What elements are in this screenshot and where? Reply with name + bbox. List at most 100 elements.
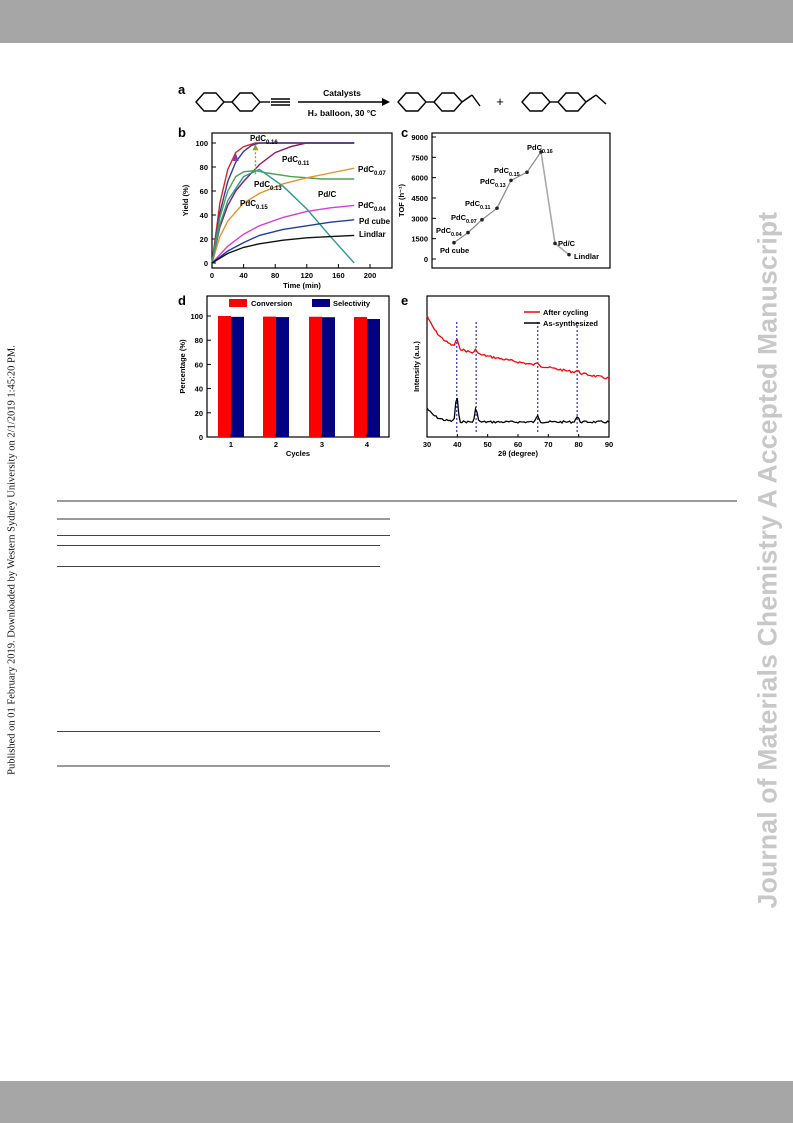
series-line-7	[211, 219, 355, 264]
alkane-product-molecule	[521, 92, 607, 112]
series-label-3: PdC0.15	[240, 199, 268, 211]
series-label-7: Pd cube	[359, 217, 391, 226]
x-tick-label: 80	[271, 271, 279, 280]
xrd-as-synthesized-line	[426, 397, 610, 425]
series-label-6: PdC0.04	[358, 201, 386, 213]
tof-point-6	[539, 150, 543, 154]
x-tick-label: 40	[453, 440, 461, 449]
legend-label-selectivity: Selectivity	[333, 299, 371, 308]
bar-conversion-2	[263, 316, 276, 437]
panel-d-cycling-chart: 0 20 40 60 80 100 Percentage (%) 1 2 3 4 Cycles Conv…	[178, 295, 390, 458]
tof-label-6: PdC0.16	[527, 143, 553, 155]
tof-label-5: PdC0.15	[494, 166, 520, 178]
tof-label-0: Pd cube	[440, 246, 469, 255]
y-tick-label: 0	[424, 255, 428, 264]
y-tick-label: 40	[195, 385, 203, 394]
arrow-bottom-label: H₂ balloon, 30 °C	[308, 108, 377, 118]
panel-c-tof-chart: 0 1500 3000 4500 6000 7500 9000 TOF (h⁻¹) Pd cub…	[397, 132, 611, 269]
x-tick-label: 160	[332, 271, 345, 280]
series-label-5: Pd/C	[318, 190, 336, 199]
legend-label-after-cycling: After cycling	[543, 308, 589, 317]
bar-conversion-1	[218, 316, 231, 437]
panel-d-letter: d	[178, 293, 186, 308]
series-line-2	[211, 142, 355, 264]
series-label-2: PdC0.13	[254, 180, 282, 192]
y-tick-label: 100	[195, 139, 208, 148]
bar-selectivity-2	[276, 317, 289, 437]
alkene-product-molecule	[397, 92, 481, 112]
x-tick-label: 0	[210, 271, 214, 280]
x-tick-label: 3	[320, 440, 324, 449]
table-rule-2	[57, 535, 390, 536]
tof-label-8: Lindlar	[574, 252, 599, 261]
bar-conversion-4	[354, 316, 367, 437]
panel-a-reaction-scheme: a Catalysts H₂ balloon, 30 °C +	[178, 82, 607, 118]
legend-label-as-synthesized: As-synthesized	[543, 319, 598, 328]
panel-e-letter: e	[401, 293, 408, 308]
tof-point-4	[509, 178, 513, 183]
y-tick-label: 20	[195, 409, 203, 418]
y-axis-label: Percentage (%)	[178, 339, 187, 394]
y-tick-label: 60	[200, 187, 208, 196]
table-bottom-rule	[57, 765, 390, 767]
table-rule-5	[57, 731, 380, 732]
bar-selectivity-1	[231, 316, 244, 437]
panel-c-frame	[431, 132, 611, 269]
tof-point-1	[466, 230, 470, 235]
arrow-top-label: Catalysts	[323, 88, 361, 98]
series-label-0: PdC0.16	[250, 134, 278, 146]
series-line-6	[211, 204, 355, 264]
plus-sign: +	[496, 94, 504, 109]
panel-b-yield-chart: 0 20 40 60 80 100 0 40 80 120 160 200 Time (min) Yiel…	[181, 132, 393, 290]
bar-selectivity-4	[367, 319, 380, 437]
x-tick-label: 80	[574, 440, 582, 449]
bar-conversion-3	[309, 316, 322, 437]
tof-point-8	[567, 252, 571, 257]
panel-a-letter: a	[178, 82, 186, 97]
tof-point-3	[495, 206, 499, 210]
tof-label-2: PdC0.07	[451, 213, 477, 225]
bar-selectivity-3	[322, 317, 335, 437]
y-tick-label: 80	[195, 336, 203, 345]
reaction-arrow-head	[382, 98, 390, 106]
footer-band	[0, 1081, 793, 1123]
substrate-molecule	[195, 92, 290, 112]
x-tick-label: 2	[274, 440, 278, 449]
y-tick-label: 7500	[411, 153, 428, 162]
y-axis-label: TOF (h⁻¹)	[397, 184, 406, 217]
x-tick-label: 30	[423, 440, 431, 449]
y-tick-label: 6000	[411, 174, 428, 183]
purple-arrow-head	[232, 152, 239, 161]
series-label-4: PdC0.07	[358, 165, 386, 177]
series-line-4	[211, 167, 355, 264]
tof-point-7	[553, 241, 557, 246]
header-band	[0, 0, 793, 43]
x-tick-label: 70	[544, 440, 552, 449]
y-axis-label: Intensity (a.u.)	[412, 341, 421, 392]
x-tick-label: 60	[514, 440, 522, 449]
tof-label-7: Pd/C	[558, 239, 576, 248]
legend-swatch-selectivity	[312, 299, 330, 307]
x-tick-label: 50	[483, 440, 491, 449]
y-tick-label: 4500	[411, 194, 428, 203]
tof-point-5	[525, 170, 529, 175]
series-label-8: Lindlar	[359, 230, 386, 239]
table-top-rule	[57, 518, 390, 520]
y-tick-label: 80	[200, 163, 208, 172]
y-tick-label: 20	[200, 235, 208, 244]
x-axis-label: Time (min)	[283, 281, 321, 290]
y-tick-label: 100	[190, 312, 203, 321]
legend-label-conversion: Conversion	[251, 299, 293, 308]
x-tick-label: 4	[365, 440, 370, 449]
series-line-5	[211, 168, 355, 264]
table-rule-4	[57, 566, 380, 567]
x-axis-label: Cycles	[286, 449, 310, 458]
tof-label-3: PdC0.11	[465, 199, 490, 211]
tof-label-1: PdC0.04	[436, 226, 463, 238]
y-tick-label: 1500	[411, 235, 428, 244]
x-tick-label: 200	[364, 271, 377, 280]
x-tick-label: 1	[229, 440, 233, 449]
y-axis-label: Yield (%)	[181, 184, 190, 216]
y-tick-label: 60	[195, 360, 203, 369]
